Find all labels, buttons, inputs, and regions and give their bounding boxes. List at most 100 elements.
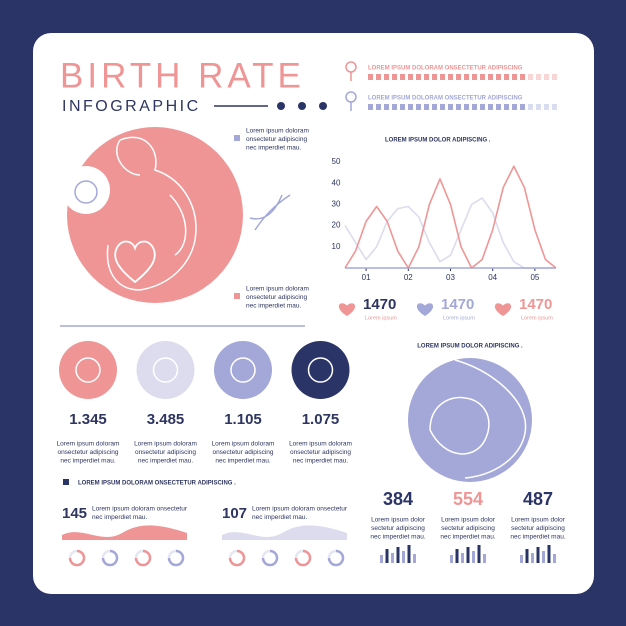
heart-icon xyxy=(494,303,512,316)
stat-value: 3.485 xyxy=(147,411,185,428)
legend-bar xyxy=(376,74,381,80)
note-line: Lorem ipsum doloram onsectetur xyxy=(92,506,188,513)
note-square xyxy=(234,293,240,299)
stat-icon-inner xyxy=(152,357,179,383)
stat-icon-inner xyxy=(307,357,334,383)
mini-bar xyxy=(385,549,389,563)
legend-bar xyxy=(368,74,373,80)
note-line: nec imperdiet mau. xyxy=(60,458,115,465)
ring-arc xyxy=(261,549,279,567)
legend-bar xyxy=(448,104,453,110)
note-line: sectetur adipiscing xyxy=(511,525,565,532)
legend-bar xyxy=(488,74,493,80)
ring-arc xyxy=(327,549,345,567)
note-line: onsectetur adipiscing xyxy=(246,136,307,143)
section-value: 107 xyxy=(222,505,247,522)
stat-icon-inner xyxy=(75,357,101,383)
x-tick-label: 04 xyxy=(488,273,497,282)
legend-bar xyxy=(376,104,381,110)
y-tick-label: 40 xyxy=(332,178,341,187)
section-square xyxy=(63,479,69,485)
mini-bar xyxy=(547,545,551,563)
wave xyxy=(222,525,347,540)
note-line: Lorem ipsum doloram xyxy=(289,441,352,448)
note-line: onsectetur adipiscing xyxy=(246,294,307,301)
note-line: Lorem ipsum doloram xyxy=(212,441,275,448)
mini-bar xyxy=(380,555,383,563)
ring-arc xyxy=(228,549,246,567)
legend-bar xyxy=(464,104,469,110)
stat-value: 1.345 xyxy=(69,411,107,428)
legend-bar xyxy=(432,74,437,80)
ring-arc xyxy=(101,549,119,567)
title-decor xyxy=(214,102,327,110)
legend-bar xyxy=(456,104,461,110)
legend-bar xyxy=(368,104,373,110)
note-line: Lorem ipsum doloram xyxy=(134,441,197,448)
legend-bar xyxy=(400,104,405,110)
note-line: nec imperdiet mau. xyxy=(370,534,425,541)
mini-bar xyxy=(466,547,470,563)
note-line: Lorem ipsum dolor xyxy=(371,517,426,524)
legend-bar xyxy=(520,74,525,80)
legend-bar xyxy=(416,74,421,80)
legend-bar xyxy=(456,74,461,80)
mini-bar xyxy=(542,551,545,563)
legend-bar xyxy=(504,74,509,80)
legend-bar xyxy=(520,104,525,110)
note-line: nec imperdiet mau. xyxy=(252,514,307,521)
mini-bar xyxy=(402,551,405,563)
section-value: 145 xyxy=(62,505,87,522)
legend-bar xyxy=(448,74,453,80)
mini-bar xyxy=(396,547,400,563)
mini-bar xyxy=(477,545,481,563)
legend-bar xyxy=(392,104,397,110)
ring-arc xyxy=(167,549,185,567)
note-line: onsectetur adipiscing xyxy=(290,449,351,456)
note-line: nec imperdiet mau. xyxy=(246,303,301,310)
mini-bar xyxy=(413,554,416,563)
stat-icon xyxy=(136,341,195,399)
legend-bar xyxy=(440,104,445,110)
ring-arc xyxy=(294,549,312,567)
y-tick-label: 30 xyxy=(332,200,341,209)
note-line: sectetur adipiscing xyxy=(441,525,495,532)
legend-bar xyxy=(496,104,501,110)
heart-icon xyxy=(338,303,356,316)
note-line: onsectetur adipiscing xyxy=(57,449,118,456)
legend-bar xyxy=(392,74,397,80)
legend-bar xyxy=(528,74,533,80)
note-line: Lorem ipsum doloram xyxy=(246,286,309,293)
note-line: nec imperdiet mau. xyxy=(138,458,193,465)
note-line: nec imperdiet mau. xyxy=(293,458,348,465)
right-value: 384 xyxy=(383,489,413,509)
legend-bar xyxy=(536,74,541,80)
mini-bar xyxy=(525,549,529,563)
ring-arc xyxy=(68,549,86,567)
stat-value: 1470 xyxy=(519,296,552,313)
mini-bar xyxy=(520,555,523,563)
note-line: nec imperdiet mau. xyxy=(510,534,565,541)
line-series xyxy=(344,165,557,269)
chart-title: LOREM IPSUM DOLOR ADIPISCING . xyxy=(385,138,491,144)
legend-bar xyxy=(544,74,549,80)
x-tick-label: 02 xyxy=(404,273,413,282)
legend-bar xyxy=(512,74,517,80)
legend-bar xyxy=(480,104,485,110)
legend-bar xyxy=(408,104,413,110)
x-tick-label: 01 xyxy=(362,273,371,282)
legend-bar xyxy=(536,104,541,110)
stat-value: 1.105 xyxy=(224,411,262,428)
legend-bar xyxy=(552,74,557,80)
note-line: nec imperdiet mau. xyxy=(246,145,301,152)
subtitle: INFOGRAPHIC xyxy=(62,98,201,115)
stat-caption: Lorem ipsum xyxy=(365,315,397,321)
y-tick-label: 10 xyxy=(332,242,341,251)
legend-bar xyxy=(424,74,429,80)
legend-bar xyxy=(424,104,429,110)
note-line: Lorem ipsum doloram xyxy=(57,441,120,448)
mini-bar xyxy=(553,554,556,563)
legend-text: LOREM IPSUM DOLORAM ONSECTETUR ADIPISCIN… xyxy=(368,96,523,102)
